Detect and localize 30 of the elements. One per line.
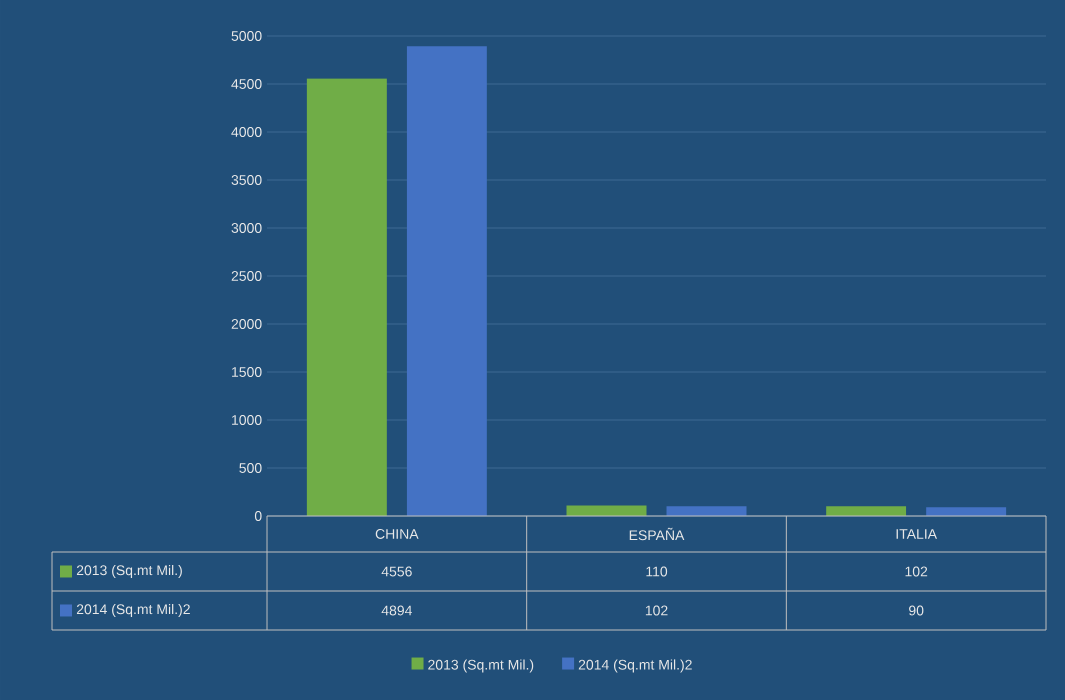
text: 2013 (Sq.mt Mil.) <box>428 659 534 673</box>
legend-label: 2014 (Sq.mt Mil.)2 <box>578 659 692 673</box>
bar <box>306 78 387 516</box>
y-tick-label: 5000 <box>231 31 262 41</box>
y-tick-label: 3000 <box>231 223 262 233</box>
x-tick-label: ESPAÑA <box>629 527 685 541</box>
x-tick-label: ITALIA <box>896 529 938 539</box>
data-label: 4894 <box>381 605 412 616</box>
y-tick-label: 2000 <box>231 319 262 329</box>
legend-label: 2013 (Sq.mt Mil.) <box>76 564 182 579</box>
y-tick-label: 2500 <box>231 271 262 281</box>
bar <box>406 46 487 516</box>
y-tick-label: 3500 <box>231 175 262 185</box>
data-label: 90 <box>909 605 924 616</box>
y-tick-label: 0 <box>254 511 262 521</box>
data-label: 4556 <box>381 566 412 577</box>
text: 2014 (Sq.mt Mil.)2 <box>76 603 190 618</box>
data-label: 110 <box>646 566 668 577</box>
bar <box>666 506 747 516</box>
data-label: 102 <box>645 605 668 616</box>
data-label: 102 <box>905 566 928 577</box>
y-tick-label: 1000 <box>232 415 262 425</box>
x-tick-label: CHINA <box>375 529 419 539</box>
y-tick-label: 500 <box>239 463 262 473</box>
y-tick-label: 4000 <box>231 127 262 137</box>
y-tick-label: 4500 <box>231 79 262 89</box>
y-tick-label: 1500 <box>232 367 262 377</box>
bar <box>926 507 1007 516</box>
bar <box>826 506 907 516</box>
bar <box>566 505 647 516</box>
